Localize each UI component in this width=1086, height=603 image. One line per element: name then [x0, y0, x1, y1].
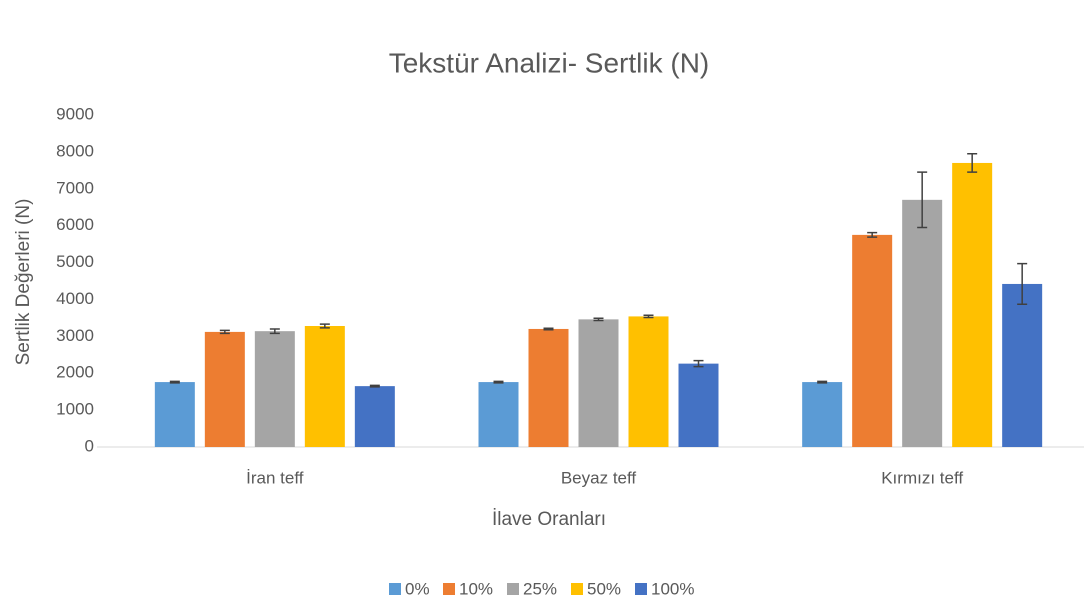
error-bar	[493, 380, 504, 384]
y-tick-label: 3000	[56, 326, 94, 345]
y-tick-label: 4000	[56, 289, 94, 308]
bar	[478, 382, 519, 447]
bar	[678, 363, 719, 447]
y-tick-label: 0	[85, 436, 94, 455]
error-bar	[219, 329, 230, 335]
legend-swatch	[443, 583, 455, 595]
bar	[802, 382, 843, 447]
legend-label: 0%	[405, 579, 430, 598]
x-tick-label: Kırmızı teff	[881, 468, 963, 487]
y-axis-label: Sertlik Değerleri (N)	[13, 199, 34, 366]
x-tick-label: İran teff	[246, 468, 304, 487]
error-bar	[319, 323, 330, 329]
y-tick-label: 1000	[56, 400, 94, 419]
legend-label: 100%	[651, 579, 694, 598]
legend-label: 10%	[459, 579, 493, 598]
bar	[254, 331, 295, 447]
bar	[578, 319, 619, 447]
error-bar	[693, 359, 704, 368]
x-axis-label: İlave Oranları	[492, 509, 606, 530]
bar	[304, 326, 345, 447]
bar	[902, 199, 943, 447]
y-tick-label: 2000	[56, 363, 94, 382]
legend-label: 50%	[587, 579, 621, 598]
bar	[204, 331, 245, 447]
bar	[528, 328, 569, 447]
error-bar	[817, 380, 828, 384]
error-bar	[643, 314, 654, 319]
error-bar	[867, 231, 878, 238]
y-tick-label: 8000	[56, 141, 94, 160]
y-tick-label: 9000	[56, 104, 94, 123]
legend-label: 25%	[523, 579, 557, 598]
error-bar	[1017, 262, 1028, 305]
chart-title: Tekstür Analizi- Sertlik (N)	[389, 47, 710, 78]
error-bar	[593, 317, 604, 322]
y-tick-label: 7000	[56, 178, 94, 197]
error-bar	[543, 327, 554, 331]
bar	[952, 162, 993, 447]
error-bar	[967, 152, 978, 173]
bar	[154, 382, 195, 447]
error-bar	[369, 384, 380, 388]
bar	[354, 386, 395, 447]
legend-swatch	[389, 583, 401, 595]
legend-swatch	[635, 583, 647, 595]
error-bar	[269, 328, 280, 335]
bar	[852, 234, 893, 447]
y-tick-label: 6000	[56, 215, 94, 234]
bar	[1002, 283, 1043, 447]
legend-swatch	[507, 583, 519, 595]
bar	[628, 316, 669, 447]
error-bar	[169, 380, 180, 384]
error-bar	[917, 171, 928, 229]
legend-swatch	[571, 583, 583, 595]
y-tick-label: 5000	[56, 252, 94, 271]
x-tick-label: Beyaz teff	[561, 468, 637, 487]
